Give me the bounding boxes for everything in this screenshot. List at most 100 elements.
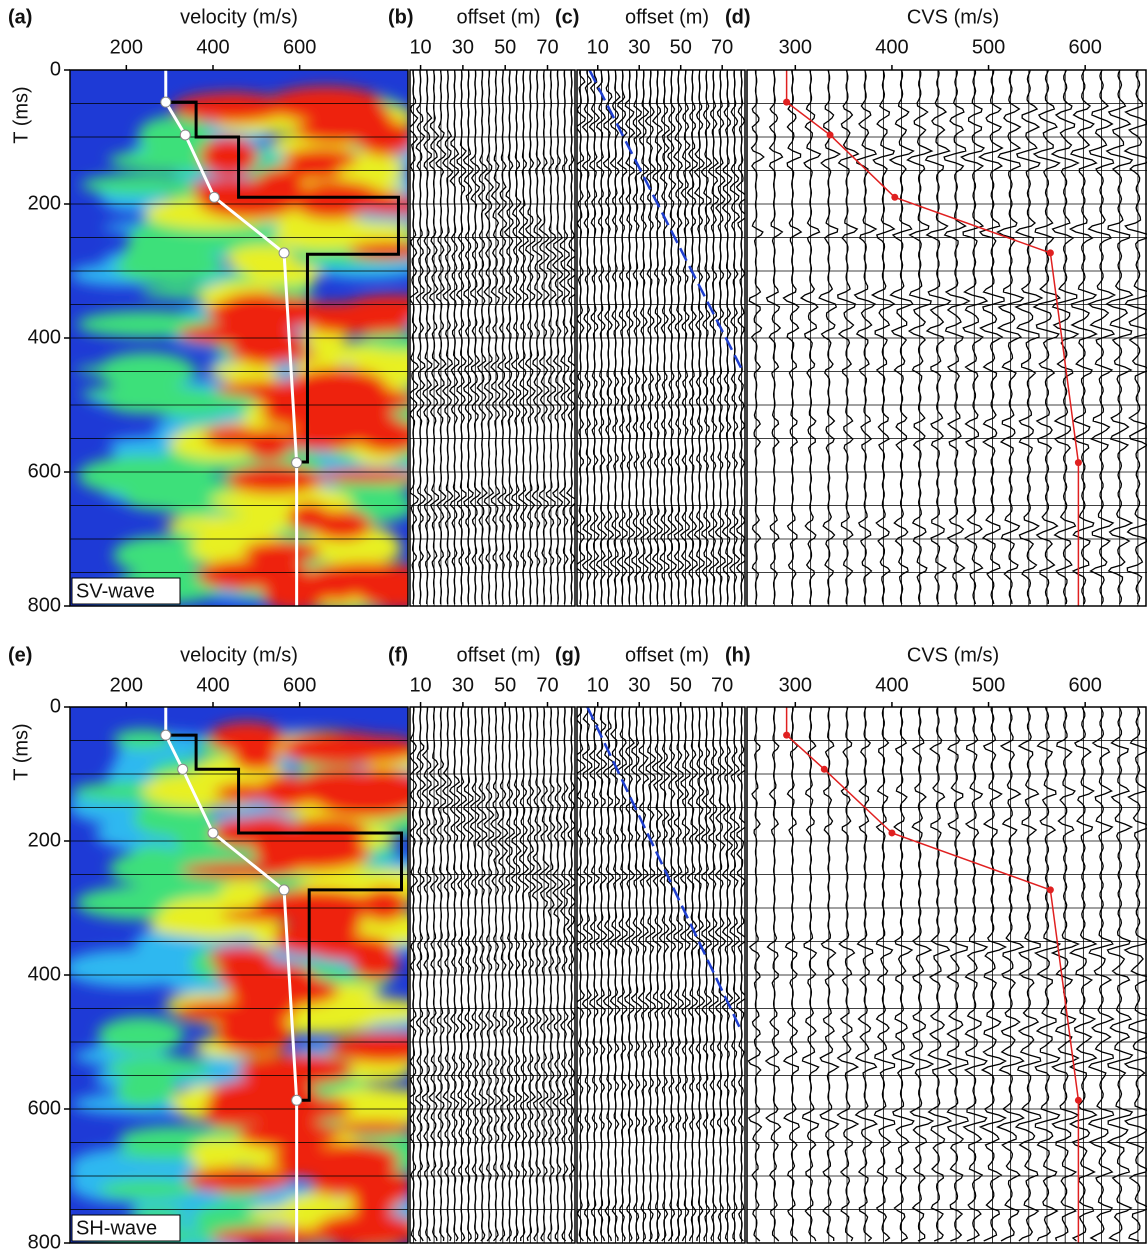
trace-wiggle — [552, 707, 564, 1242]
panel-label: (a) — [8, 6, 32, 28]
x-tick-label: 400 — [196, 674, 229, 696]
wave-label-box — [71, 1214, 181, 1242]
trace-wiggle — [511, 707, 523, 1242]
trace-wiggle — [735, 707, 745, 1242]
semblance-blob — [209, 363, 251, 379]
x-tick-label: 30 — [452, 36, 474, 58]
panel-plot — [747, 70, 1147, 606]
panel-plot — [70, 707, 408, 1243]
semblance-blob — [263, 166, 343, 180]
trace-wiggle — [435, 707, 447, 1242]
interval-velocity-line — [165, 100, 400, 464]
interval-velocity-line — [165, 733, 403, 1102]
trace-wiggle — [637, 70, 650, 605]
x-axis-title: offset (m) — [625, 644, 709, 666]
trace-wiggle — [870, 70, 896, 605]
x-axis-title: offset (m) — [456, 644, 540, 666]
semblance-blob — [214, 783, 276, 803]
semblance-blobs — [70, 722, 408, 1243]
y-axis-title: T (ms) — [10, 86, 32, 143]
velocity-pick — [177, 763, 189, 775]
x-tick-label: 50 — [670, 674, 692, 696]
trace-wiggle — [906, 70, 934, 605]
trace-wiggle — [595, 70, 608, 604]
velocity-pick — [160, 729, 172, 741]
panel-label: (g) — [555, 644, 581, 666]
semblance-blob — [283, 148, 358, 170]
x-tick-label: 500 — [972, 36, 1005, 58]
panel-frame — [576, 706, 746, 1244]
trace-wiggle — [552, 70, 564, 605]
y-tick-label: 200 — [28, 192, 61, 214]
x-tick-label: 600 — [283, 36, 316, 58]
semblance-blob — [251, 1111, 317, 1127]
trace-wiggle — [836, 70, 860, 605]
trace-wiggle — [1123, 70, 1147, 605]
trace-wiggle — [545, 707, 557, 1242]
semblance-blob — [329, 1032, 408, 1063]
semblance-blob — [219, 907, 341, 922]
x-tick-label: 300 — [779, 36, 812, 58]
trace-wiggle — [602, 70, 615, 605]
trace-wiggle — [415, 70, 427, 605]
trace-wiggle — [504, 707, 516, 1242]
trace-wiggle — [873, 707, 896, 1242]
trace-wiggle — [728, 707, 741, 1242]
velocity-pick — [1074, 1096, 1082, 1104]
semblance-blob — [353, 197, 408, 215]
semblance-blob — [314, 469, 408, 483]
trace-wiggle — [435, 70, 447, 605]
velocity-pick — [291, 457, 303, 469]
semblance-blob — [333, 1120, 408, 1135]
panel-frame — [746, 69, 1147, 607]
trace-wiggle — [455, 707, 468, 1242]
trace-wiggle — [679, 70, 692, 604]
trace-wiggle — [721, 707, 734, 1242]
trace-wiggle — [497, 70, 508, 605]
x-tick-label: 50 — [670, 36, 692, 58]
moveout-line — [588, 70, 745, 373]
trace-wiggle — [700, 70, 713, 605]
x-tick-label: 50 — [494, 36, 516, 58]
trace-wiggle — [421, 707, 432, 1242]
trace-wiggle — [818, 70, 842, 605]
trace-wiggle — [714, 70, 726, 605]
x-tick-label: 70 — [536, 674, 558, 696]
trace-wiggle — [693, 707, 706, 1242]
semblance-blob — [77, 311, 216, 338]
x-tick-label: 400 — [196, 36, 229, 58]
semblance-blob — [267, 777, 378, 804]
trace-wiggle — [658, 707, 671, 1242]
trace-wiggle — [707, 707, 720, 1242]
x-axis-title: offset (m) — [625, 6, 709, 28]
trace-wiggle — [490, 70, 501, 605]
trace-wiggle — [442, 707, 454, 1242]
trace-wiggle — [531, 707, 543, 1242]
semblance-blob — [172, 92, 288, 123]
trace-wiggle — [483, 70, 495, 605]
trace-wiggle — [1032, 70, 1061, 605]
semblance-blob — [262, 578, 328, 606]
trace-wiggle — [469, 707, 482, 1242]
wave-label: SV-wave — [76, 580, 155, 602]
trace-wiggle — [524, 70, 536, 605]
y-tick-label: 0 — [50, 695, 61, 717]
velocity-pick — [826, 131, 834, 139]
trace-wiggle — [609, 70, 622, 605]
trace-wiggle — [908, 707, 935, 1242]
trace-wiggle — [666, 70, 678, 605]
panel-frame — [576, 69, 746, 607]
trace-wiggle — [476, 707, 488, 1242]
trace-wiggle — [714, 707, 727, 1242]
semblance-blob — [351, 944, 400, 980]
trace-wiggle — [679, 707, 691, 1242]
x-tick-label: 300 — [779, 674, 812, 696]
trace-wiggle — [1050, 707, 1080, 1242]
velocity-pick — [783, 98, 791, 106]
trace-wiggle — [531, 70, 543, 605]
trace-wiggle — [782, 70, 803, 605]
semblance-blob — [208, 722, 285, 754]
y-tick-label: 200 — [28, 829, 61, 851]
semblance-blob — [267, 86, 384, 123]
